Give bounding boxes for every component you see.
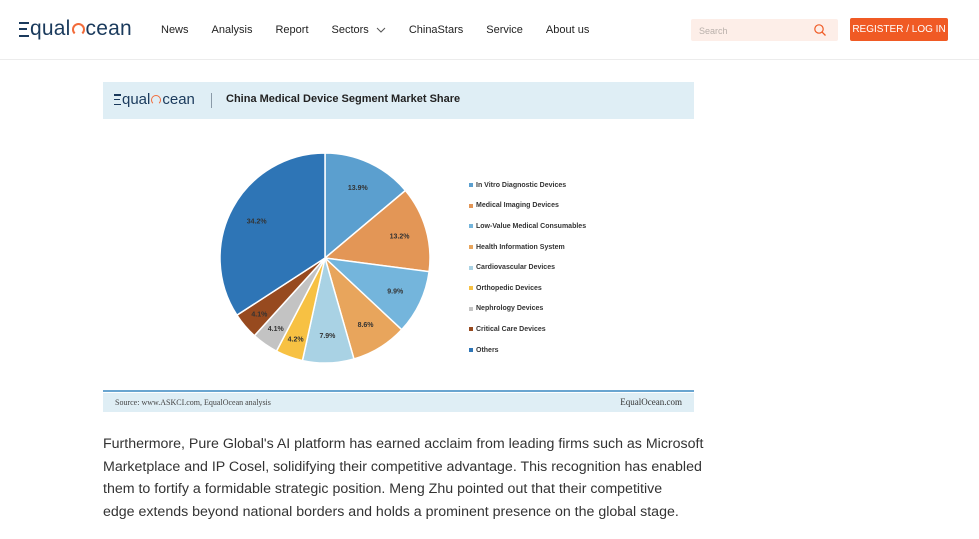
legend-item: In Vitro Diagnostic Devices: [469, 175, 586, 196]
figure-logo-text-left: qual: [122, 91, 151, 108]
equalocean-logo[interactable]: qual cean: [19, 16, 132, 42]
logo-e-mark: [19, 21, 29, 37]
legend-item: Nephrology Devices: [469, 299, 586, 320]
logo-o-mark: [71, 22, 85, 36]
nav-sectors-label: Sectors: [331, 24, 369, 36]
figure-header: qual cean China Medical Device Segment M…: [103, 82, 694, 119]
legend-swatch: [469, 183, 473, 188]
legend-swatch: [469, 265, 473, 270]
nav-service-label: Service: [486, 24, 523, 36]
legend-label: Orthopedic Devices: [476, 284, 542, 292]
pie-slice-1: [323, 189, 431, 273]
chart-legend: In Vitro Diagnostic Devices Medical Imagi…: [469, 175, 586, 360]
nav-chinastars-label: ChinaStars: [408, 24, 464, 36]
legend-label: Medical Imaging Devices: [476, 202, 559, 210]
legend-item: Orthopedic Devices: [469, 278, 586, 299]
pie-slice-0: [324, 152, 407, 260]
pie-slice-8: [219, 152, 326, 317]
legend-label: Nephrology Devices: [476, 305, 544, 313]
figure-source: Source: www.ASKCI.com, EqualOcean analys…: [115, 398, 271, 407]
top-navigation-bar: qual cean News Analysis Report Sectors C…: [0, 0, 979, 60]
pie-data-label: 4.1%: [268, 326, 285, 333]
nav-analysis[interactable]: Analysis: [212, 24, 253, 36]
legend-label: Cardiovascular Devices: [476, 264, 555, 272]
main-nav: News Analysis Report Sectors ChinaStars …: [161, 24, 612, 36]
pie-data-label: 34.2%: [247, 218, 268, 225]
register-login-label: REGISTER / LOG IN: [852, 24, 946, 35]
legend-label: Others: [476, 346, 499, 354]
legend-item: Health Information System: [469, 237, 586, 258]
legend-swatch: [469, 224, 473, 229]
nav-report-label: Report: [275, 24, 309, 36]
nav-news[interactable]: News: [161, 24, 189, 36]
chevron-down-icon: [376, 25, 386, 35]
article-paragraph: Furthermore, Pure Global's AI platform h…: [103, 433, 703, 523]
legend-swatch: [469, 203, 473, 208]
pie-data-label: 13.2%: [390, 234, 411, 241]
legend-label: Health Information System: [476, 243, 565, 251]
legend-label: Critical Care Devices: [476, 325, 546, 333]
pie-data-label: 13.9%: [348, 185, 369, 192]
nav-about-us-label: About us: [545, 24, 590, 36]
legend-swatch: [469, 348, 473, 353]
legend-swatch: [469, 286, 473, 291]
legend-item: Critical Care Devices: [469, 319, 586, 340]
nav-news-label: News: [161, 24, 189, 36]
search-box: [691, 19, 838, 41]
nav-sectors[interactable]: Sectors: [332, 24, 386, 36]
figure-header-divider: [211, 93, 212, 108]
legend-swatch: [469, 245, 473, 250]
legend-swatch: [469, 306, 473, 311]
nav-about-us[interactable]: About us: [546, 24, 589, 36]
register-login-button[interactable]: REGISTER / LOG IN: [850, 18, 948, 41]
chart-figure: qual cean China Medical Device Segment M…: [103, 82, 694, 412]
logo-text-left: qual: [30, 17, 71, 40]
legend-label: Low-Value Medical Consumables: [476, 222, 587, 230]
nav-chinastars[interactable]: ChinaStars: [409, 24, 463, 36]
pie-data-label: 9.9%: [387, 289, 404, 296]
article-line: Furthermore, Pure Global's AI platform h…: [103, 436, 704, 452]
nav-service[interactable]: Service: [486, 24, 523, 36]
pie-data-label: 7.9%: [319, 333, 336, 340]
nav-report[interactable]: Report: [275, 24, 308, 36]
legend-item: Cardiovascular Devices: [469, 257, 586, 278]
legend-item: Low-Value Medical Consumables: [469, 216, 586, 237]
figure-title: China Medical Device Segment Market Shar…: [226, 93, 461, 105]
pie-data-label: 4.2%: [288, 336, 305, 343]
pie-data-label: 4.1%: [251, 311, 268, 318]
search-input[interactable]: [697, 22, 811, 40]
pie-chart: 13.9%13.2%9.9%8.6%7.9%4.2%4.1%4.1%34.2%: [219, 152, 431, 364]
article-line: edge extends beyond national borders and…: [103, 503, 679, 520]
figure-logo: qual cean: [114, 91, 195, 108]
article-line: them to fortify a formidable strategic p…: [103, 481, 663, 497]
search-icon[interactable]: [813, 23, 827, 37]
logo-text-right: cean: [85, 17, 132, 40]
figure-logo-o-mark: [151, 94, 162, 105]
legend-item: Others: [469, 340, 586, 361]
legend-swatch: [469, 327, 473, 332]
pie-data-label: 8.6%: [358, 322, 375, 329]
figure-divider: [103, 390, 694, 392]
figure-footer: Source: www.ASKCI.com, EqualOcean analys…: [103, 393, 694, 412]
figure-logo-e-mark: [114, 94, 121, 105]
figure-credit: EqualOcean.com: [620, 397, 682, 407]
legend-item: Medical Imaging Devices: [469, 196, 586, 217]
legend-label: In Vitro Diagnostic Devices: [476, 181, 567, 189]
article-line: Marketplace and IP Cosel, solidifying th…: [103, 458, 702, 475]
figure-logo-text-right: cean: [162, 91, 195, 108]
nav-analysis-label: Analysis: [211, 24, 253, 36]
